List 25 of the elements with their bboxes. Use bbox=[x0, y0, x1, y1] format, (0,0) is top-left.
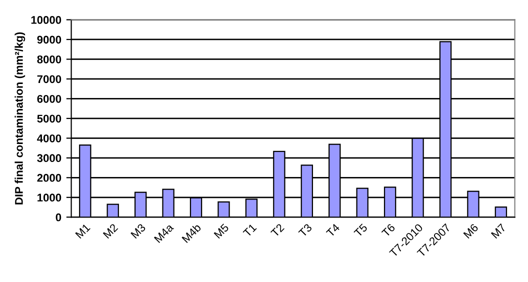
y-tick-label: 10000 bbox=[31, 16, 62, 24]
x-tick-label: M4b bbox=[181, 223, 202, 244]
y-tick-label: 9000 bbox=[37, 36, 62, 44]
y-tick-label: 2000 bbox=[37, 174, 62, 182]
y-tick-label: 8000 bbox=[37, 55, 62, 64]
x-tick-label: M4a bbox=[154, 222, 174, 244]
y-tick-label: 3000 bbox=[37, 154, 62, 162]
y-tick-label: 0 bbox=[56, 213, 62, 222]
x-tick-label: T3 bbox=[298, 223, 312, 238]
y-tick-label: 1000 bbox=[38, 194, 62, 202]
y-tick-label: 5000 bbox=[37, 114, 62, 123]
y-tick-label: 4000 bbox=[37, 134, 62, 142]
y-tick-label: 7000 bbox=[37, 75, 62, 84]
y-tick-label: 6000 bbox=[37, 94, 62, 103]
x-tick-label: T4 bbox=[326, 223, 340, 238]
x-tick-label: M6 bbox=[463, 223, 479, 239]
x-tick-label: T5 bbox=[354, 223, 368, 238]
x-tick-label: T1 bbox=[242, 223, 257, 238]
x-tick-label: M5 bbox=[214, 223, 230, 239]
x-tick-label: M3 bbox=[130, 223, 146, 239]
x-tick-label: M1 bbox=[75, 223, 90, 239]
x-tick-label: M2 bbox=[102, 223, 118, 239]
x-tick-label: M7 bbox=[490, 223, 506, 239]
x-tick-label: T2 bbox=[270, 223, 284, 238]
y-axis-title: DIP final contamination (mm²/kg) bbox=[14, 32, 26, 204]
